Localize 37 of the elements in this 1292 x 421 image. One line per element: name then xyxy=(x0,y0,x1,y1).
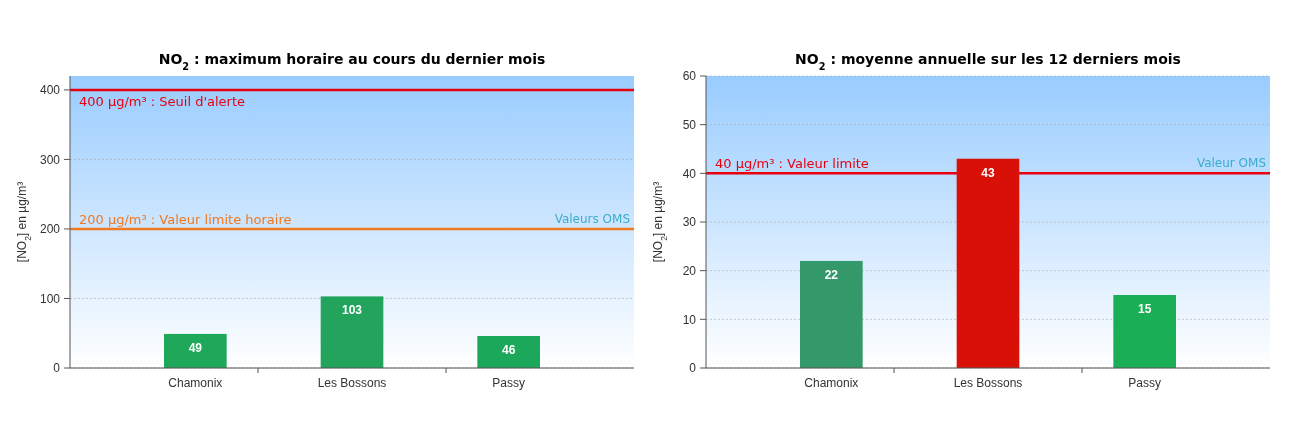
y-tick-label: 40 xyxy=(682,166,697,181)
bar xyxy=(477,336,540,368)
bar xyxy=(1113,295,1176,368)
data-label: 43 xyxy=(981,165,995,180)
data-label: 103 xyxy=(341,303,363,318)
data-label: 22 xyxy=(824,267,839,282)
y-tick-label: 0 xyxy=(53,361,61,376)
data-label: 46 xyxy=(501,343,516,358)
ref-line-label: 40 µg/m³ : Valeur limite xyxy=(715,156,869,172)
y-tick-label: 60 xyxy=(682,69,697,84)
x-tick-label: Les Bossons xyxy=(317,376,387,390)
y-tick-label: 50 xyxy=(682,117,697,132)
bar xyxy=(956,158,1020,368)
y-tick-label: 20 xyxy=(682,263,697,278)
annotation: Valeurs OMS xyxy=(554,211,630,226)
data-label: 49 xyxy=(188,340,203,355)
ref-line-label: 200 µg/m³ : Valeur limite horaire xyxy=(79,211,292,227)
y-tick-label: 0 xyxy=(689,361,697,376)
chart-title: NO$_{2}$ : maximum horaire au cours du dernier mois xyxy=(158,51,546,72)
bar xyxy=(800,260,863,368)
ref-line-label: 400 µg/m³ : Seuil d'alerte xyxy=(79,93,246,109)
y-tick-label: 10 xyxy=(682,312,697,327)
x-tick-label: Chamonix xyxy=(804,376,859,390)
x-tick-label: Passy xyxy=(492,376,526,390)
data-label: 15 xyxy=(1137,302,1152,316)
y-tick-label: 200 xyxy=(39,222,61,237)
bar xyxy=(320,296,384,368)
annotation: Valeur OMS xyxy=(1196,156,1266,171)
bar xyxy=(164,333,227,368)
y-tick-label: 30 xyxy=(682,215,697,230)
x-tick-label: Les Bossons xyxy=(953,376,1023,390)
x-tick-label: Passy xyxy=(1128,376,1162,390)
y-tick-label: 100 xyxy=(39,291,61,306)
y-tick-label: 300 xyxy=(39,152,61,167)
y-tick-label: 400 xyxy=(39,83,61,98)
x-tick-label: Chamonix xyxy=(168,376,223,390)
chart-title: NO$_{2}$ : moyenne annuelle sur les 12 derniers mois xyxy=(795,51,1181,72)
